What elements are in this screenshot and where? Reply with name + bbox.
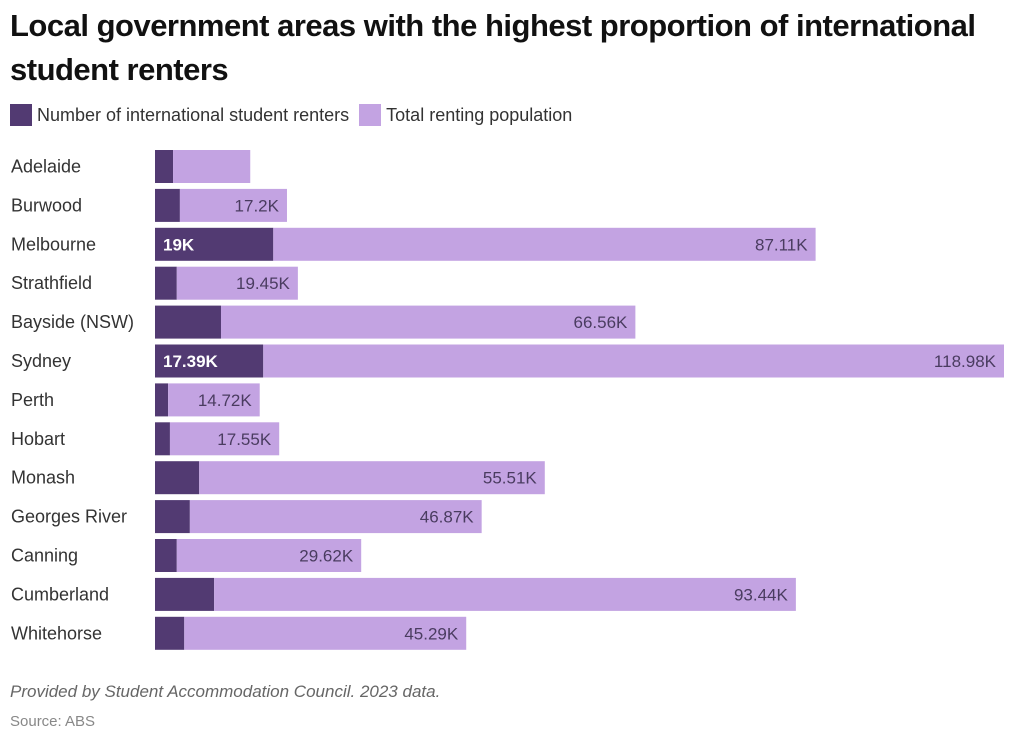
bar-international-students [155,266,177,300]
category-label: Cumberland [11,584,109,604]
bar-total-renting [189,500,482,534]
data-label-total-renting: 66.56K [573,313,628,332]
footer-note: Provided by Student Accommodation Counci… [10,682,441,701]
bar-total-renting [199,461,545,495]
bar-international-students [155,577,215,611]
bar-international-students [155,188,180,222]
category-label: Melbourne [11,234,96,254]
bar-international-students [155,305,221,339]
legend-swatch-dark [10,104,32,126]
bar-total-renting [169,422,280,456]
category-label: Monash [11,468,75,488]
category-label: Strathfield [11,273,92,293]
bar-total-renting [173,150,251,183]
bar-chart: Adelaide Burwood 17.2K Melbourne 19K 87.11K St… [11,150,1004,650]
bar-international-students [155,616,185,650]
bar-international-students [155,461,200,495]
legend-item-total-renting: Total renting population [359,104,572,126]
chart-title: Local government areas with the highest … [10,8,976,87]
bar-international-students [155,383,169,417]
legend-item-international-students: Number of international student renters [10,104,349,126]
category-label: Hobart [11,429,65,449]
data-label-total-renting: 118.98K [934,352,997,371]
bar-total-renting [184,616,467,650]
bar-international-students [155,227,274,261]
category-label: Bayside (NSW) [11,312,134,332]
bar-total-renting [220,305,636,339]
category-label: Adelaide [11,157,81,177]
data-label-total-renting: 17.2K [235,196,280,215]
bar-international-students [155,500,190,534]
bar-total-renting [273,227,816,261]
legend-label: Number of international student renters [37,104,350,125]
bar-total-renting [168,383,260,417]
data-label-total-renting: 55.51K [483,469,538,488]
data-label-total-renting: 14.72K [198,391,253,410]
category-label: Canning [11,546,78,566]
bar-international-students [155,150,174,183]
bar-international-students [155,539,177,572]
data-label-international-students: 17.39K [163,352,219,371]
data-label-total-renting: 46.87K [420,508,475,527]
bar-total-renting [179,188,287,222]
data-label-total-renting: 87.11K [755,235,808,254]
data-label-total-renting: 29.62K [299,547,354,566]
bar-total-renting [176,266,298,300]
category-label: Whitehorse [11,623,102,643]
data-label-international-students: 19K [163,235,195,254]
data-label-total-renting: 17.55K [217,430,272,449]
footer-source: Source: ABS [10,713,96,730]
bar-total-renting [263,344,1004,378]
category-label: Georges River [11,507,127,527]
legend: Number of international student renters … [10,104,582,126]
legend-swatch-light [359,104,382,126]
bar-international-students [155,344,264,378]
data-label-total-renting: 19.45K [236,274,291,293]
bar-international-students [155,422,170,456]
category-label: Sydney [11,351,71,371]
data-label-total-renting: 45.29K [404,624,459,643]
category-label: Perth [11,390,54,410]
legend-label: Total renting population [386,104,573,125]
category-label: Burwood [11,195,82,215]
data-label-total-renting: 93.44K [734,585,789,604]
bar-total-renting [214,577,796,611]
bar-total-renting [176,539,362,572]
